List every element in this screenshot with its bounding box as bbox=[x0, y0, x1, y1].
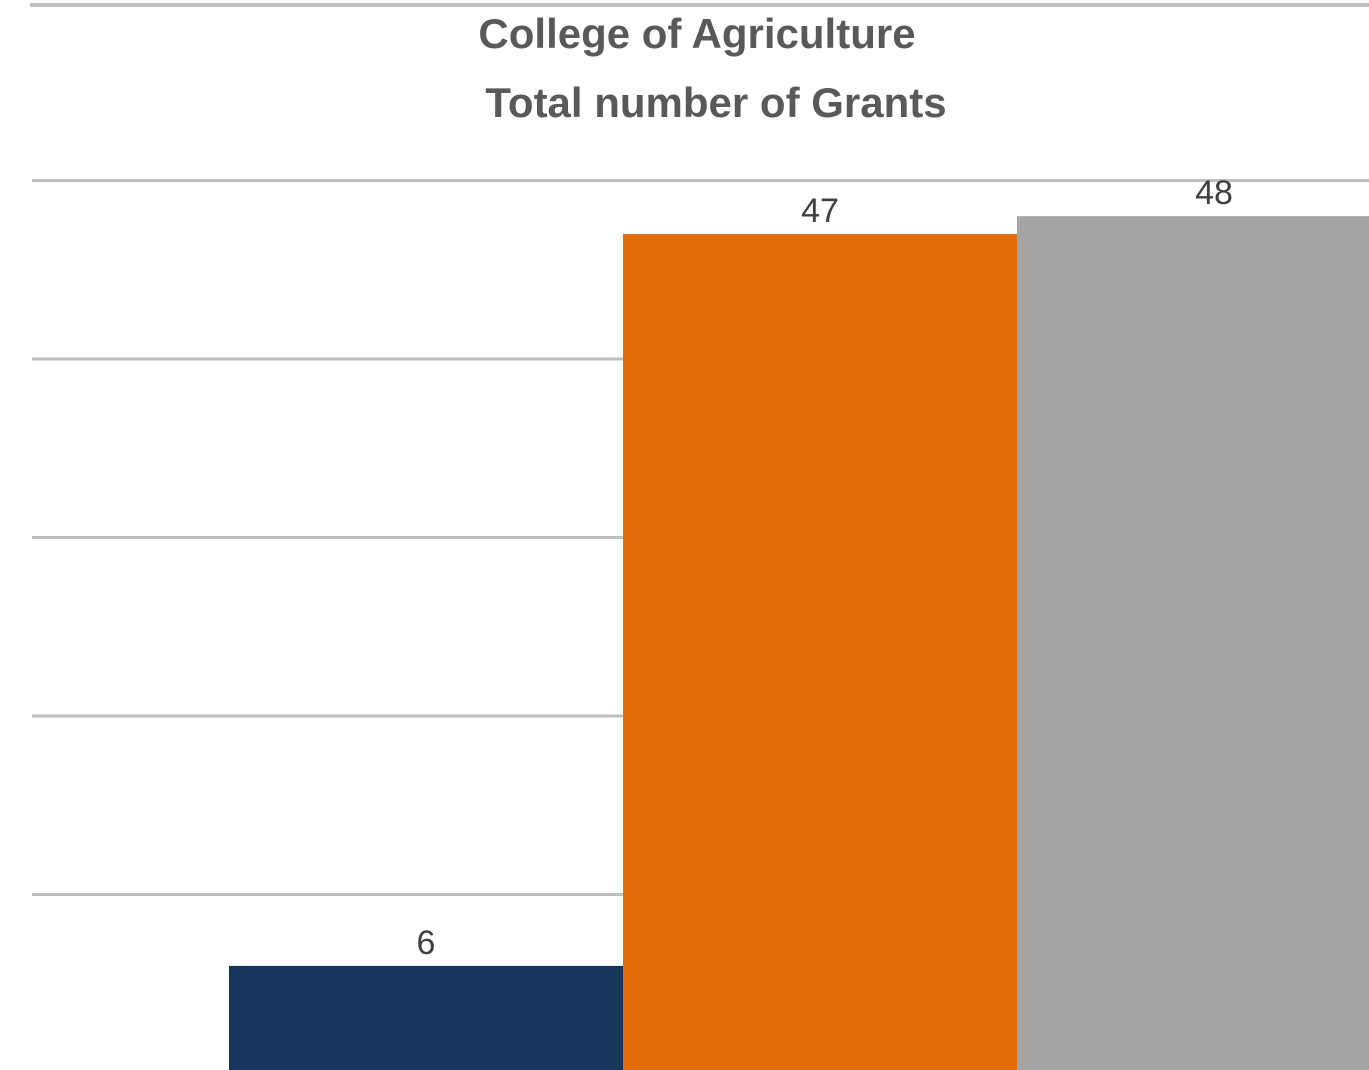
chart-subtitle: Total number of Grants bbox=[485, 79, 946, 126]
data-label-3: 48 bbox=[1195, 174, 1233, 212]
data-label-2: 47 bbox=[801, 192, 839, 230]
bar-3 bbox=[1017, 216, 1369, 1070]
chart-title: College of Agriculture bbox=[478, 10, 915, 57]
data-labels: 6 47 48 bbox=[417, 174, 1233, 962]
bar-2 bbox=[623, 234, 1017, 1070]
data-label-1: 6 bbox=[417, 924, 436, 962]
bar-1 bbox=[229, 965, 623, 1070]
bars bbox=[229, 216, 1369, 1070]
